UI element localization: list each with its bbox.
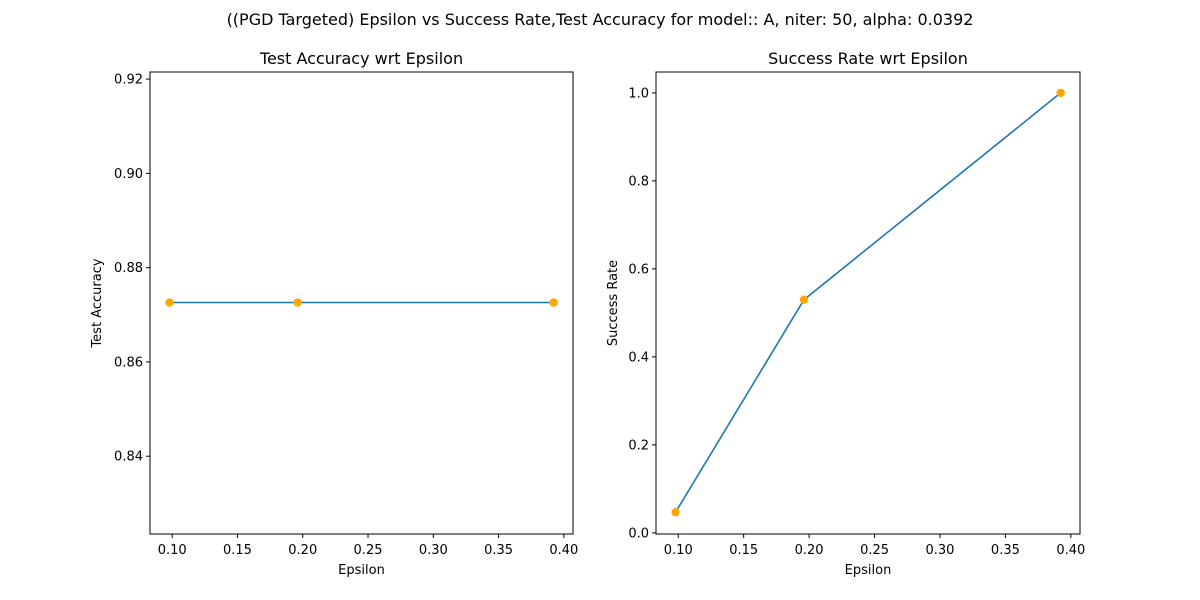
x-tick-label: 0.15 [223, 543, 252, 558]
y-tick-label: 0.2 [628, 438, 649, 453]
x-axis-label: Epsilon [338, 563, 385, 578]
data-point [671, 508, 680, 517]
y-tick-label: 0.86 [114, 355, 143, 370]
data-point [549, 298, 558, 307]
x-tick-label: 0.10 [664, 543, 693, 558]
x-tick-label: 0.35 [484, 543, 513, 558]
y-tick-label: 0.6 [628, 262, 649, 277]
x-tick-label: 0.40 [1056, 543, 1085, 558]
plot-area-frame [149, 71, 574, 535]
y-tick-label: 0.0 [628, 526, 649, 541]
data-point [293, 298, 302, 307]
figure-suptitle: ((PGD Targeted) Epsilon vs Success Rate,… [227, 10, 974, 29]
y-axis-label: Success Rate [606, 260, 621, 346]
y-tick-label: 0.84 [114, 450, 143, 465]
x-axis-label: Epsilon [845, 563, 892, 578]
y-tick-label: 0.92 [114, 73, 143, 88]
data-point [165, 298, 174, 307]
chart-title: Success Rate wrt Epsilon [768, 49, 968, 68]
x-tick-label: 0.25 [354, 543, 383, 558]
x-tick-label: 0.30 [925, 543, 954, 558]
y-tick-label: 0.8 [628, 174, 649, 189]
y-axis-label: Test Accuracy [90, 258, 105, 348]
y-tick-label: 1.0 [628, 86, 649, 101]
data-point [799, 295, 809, 304]
x-tick-label: 0.40 [549, 543, 578, 558]
x-tick-label: 0.30 [419, 543, 448, 558]
y-tick-label: 0.88 [114, 261, 143, 276]
chart-test-accuracy: Test Accuracy wrt Epsilon 0.10 0.15 0.20 0.2… [90, 49, 578, 578]
x-tick-label: 0.20 [795, 543, 824, 558]
series-line [674, 92, 1062, 513]
y-tick-label: 0.4 [628, 350, 649, 365]
x-tick-label: 0.20 [288, 543, 317, 558]
chart-title: Test Accuracy wrt Epsilon [259, 49, 463, 68]
chart-success-rate: Success Rate wrt Epsilon 0.10 0.15 0.20 0.25… [606, 49, 1085, 578]
x-tick-label: 0.10 [158, 543, 187, 558]
x-tick-label: 0.25 [860, 543, 889, 558]
x-tick-label: 0.35 [991, 543, 1020, 558]
y-tick-label: 0.90 [114, 167, 143, 182]
data-point [1056, 88, 1065, 98]
plot-area-frame [655, 71, 1081, 535]
x-tick-label: 0.15 [729, 543, 758, 558]
